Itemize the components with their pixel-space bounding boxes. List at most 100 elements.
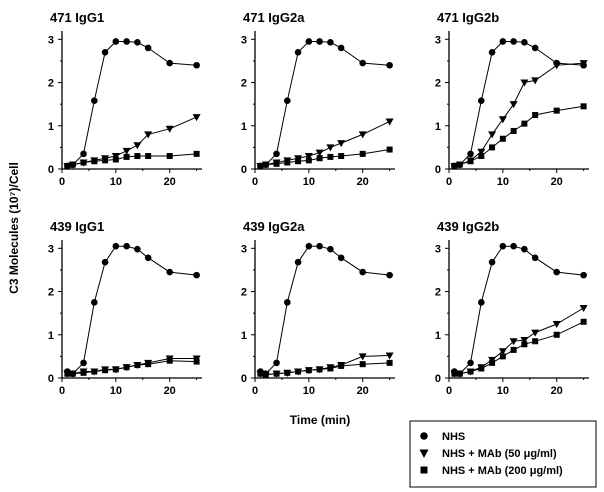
triangle-down-marker (552, 320, 561, 328)
square-marker (112, 156, 119, 163)
circle-marker (467, 359, 474, 367)
square-marker (521, 120, 528, 127)
square-marker (327, 153, 334, 160)
circle-marker (386, 61, 393, 69)
circle-marker (193, 61, 200, 69)
circle-marker (101, 258, 109, 266)
panel-title: 439 IgG1 (50, 219, 104, 234)
series-mab-200 (64, 150, 200, 169)
circle-marker (488, 258, 496, 266)
square-marker (489, 144, 496, 151)
circle-marker (510, 38, 517, 45)
legend-entry-nhs: NHS (420, 431, 465, 443)
square-marker (521, 341, 528, 348)
series-nhs (257, 38, 393, 170)
series-line (260, 121, 390, 167)
circle-marker (531, 44, 539, 52)
y-tick-label: 2 (48, 78, 54, 90)
square-marker (80, 159, 87, 166)
x-tick-label: 20 (164, 385, 176, 397)
y-tick-label: 0 (241, 373, 247, 385)
triangle-down-marker (488, 131, 497, 139)
triangle-down-marker (579, 60, 588, 68)
panel-title: 471 IgG2b (437, 10, 499, 25)
square-marker (386, 146, 393, 153)
circle-marker (305, 242, 313, 250)
series-mab-200 (451, 318, 587, 377)
x-tick-label: 20 (164, 176, 176, 188)
square-marker (478, 365, 485, 372)
circle-marker (553, 268, 560, 276)
circle-marker (316, 38, 323, 45)
y-tick-label: 1 (435, 121, 441, 133)
series-line (454, 307, 584, 375)
series-line (67, 245, 197, 375)
square-marker (123, 153, 130, 160)
square-marker (580, 103, 587, 110)
series-line (260, 362, 390, 376)
y-tick-label: 3 (48, 34, 54, 46)
circle-marker (112, 38, 120, 45)
triangle-down-marker (358, 131, 367, 139)
square-marker (338, 362, 345, 369)
square-marker (553, 331, 560, 338)
series-mab-200 (257, 359, 393, 378)
circle-marker (294, 258, 302, 266)
square-marker (193, 150, 200, 157)
square-icon (420, 466, 428, 474)
series-line (454, 62, 584, 167)
circle-marker (327, 39, 334, 46)
square-marker (489, 359, 496, 366)
circle-marker (499, 38, 507, 45)
circle-marker (144, 44, 152, 52)
square-marker (193, 358, 200, 365)
chart-panel: 471 IgG2a 0 1 2 3 0 10 20 (241, 10, 395, 188)
y-tick-label: 3 (241, 34, 247, 46)
circle-marker (166, 268, 173, 276)
circle-marker (488, 48, 496, 56)
circle-marker (359, 268, 366, 276)
x-tick-label: 0 (252, 176, 258, 188)
y-tick-label: 0 (435, 373, 441, 385)
square-marker (451, 162, 458, 169)
circle-marker (273, 150, 280, 158)
y-tick-label: 1 (48, 330, 54, 342)
series-nhs (64, 242, 200, 377)
legend-entry-mab-200: NHS + MAb (200 μg/ml) (420, 465, 563, 477)
triangle-down-marker (520, 336, 529, 344)
circle-marker (499, 242, 507, 250)
square-marker (499, 135, 506, 142)
x-tick-label: 10 (497, 176, 509, 188)
triangle-down-marker (579, 304, 588, 312)
y-tick-label: 2 (241, 78, 247, 90)
square-marker (64, 162, 71, 169)
square-marker (284, 369, 291, 376)
x-tick-label: 20 (357, 176, 369, 188)
y-tick-label: 2 (435, 287, 441, 299)
triangle-down-marker (509, 101, 518, 109)
circle-marker (166, 59, 173, 67)
triangle-down-marker (122, 147, 131, 155)
square-marker (316, 366, 323, 373)
square-marker (295, 368, 302, 375)
square-marker (386, 359, 393, 366)
chart-panel: 439 IgG2a 0 1 2 3 0 10 20 (241, 219, 395, 397)
triangle-down-marker (192, 114, 201, 122)
panel-title: 471 IgG1 (50, 10, 104, 25)
x-tick-label: 10 (110, 385, 122, 397)
square-marker (451, 370, 458, 377)
series-line (454, 41, 584, 167)
square-marker (305, 157, 312, 164)
series-mab-200 (64, 357, 200, 377)
y-tick-label: 0 (48, 164, 54, 176)
y-tick-label: 3 (435, 243, 441, 255)
triangle-down-marker (531, 329, 540, 337)
square-marker (456, 370, 463, 377)
y-tick-label: 0 (241, 164, 247, 176)
circle-marker (359, 59, 366, 67)
square-marker (478, 153, 485, 160)
triangle-down-marker (385, 352, 394, 360)
circle-marker (134, 39, 141, 46)
legend-label: NHS + MAb (50 μg/ml) (442, 448, 557, 460)
